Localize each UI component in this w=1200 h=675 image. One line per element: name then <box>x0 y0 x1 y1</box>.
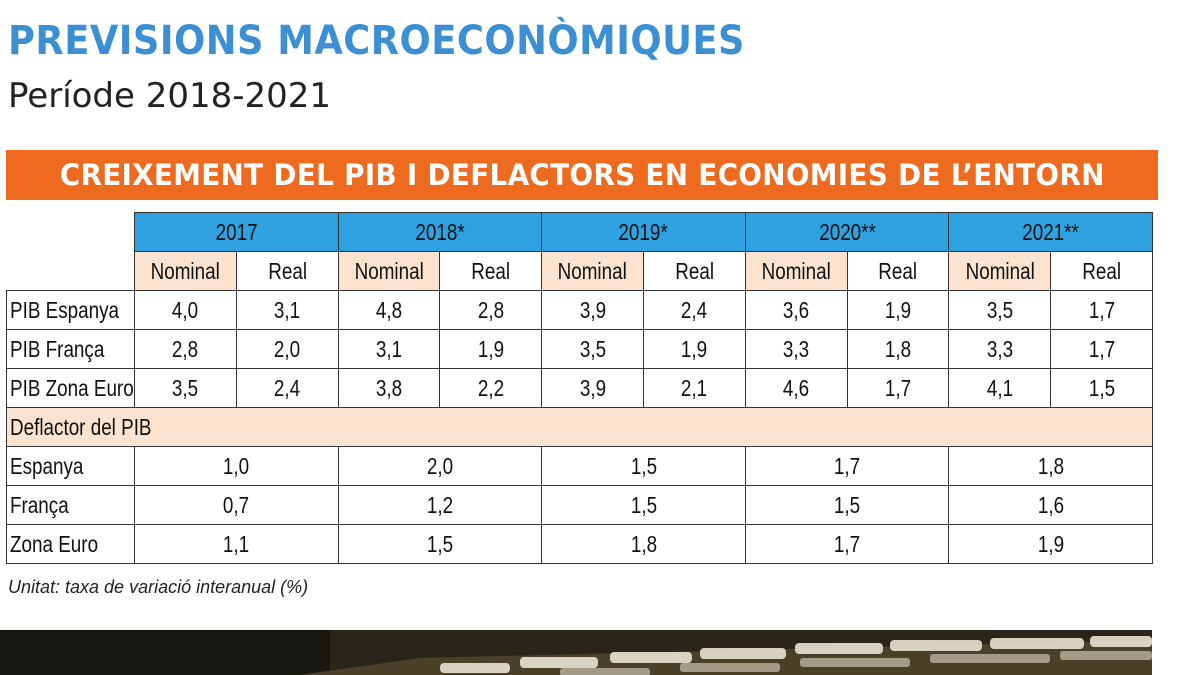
table-row: PIB Zona Euro 3,5 2,4 3,8 2,2 3,9 2,1 4,6 1,7 4,1… <box>6 368 1154 408</box>
deflator-section-label: Deflactor del PIB <box>5 407 1154 447</box>
table-row: Zona Euro 1,1 1,5 1,8 1,7 1,9 <box>6 524 1154 564</box>
table-row: PIB França 2,8 2,0 3,1 1,9 3,5 1,9 3,3 1,8 3,3 1,7 <box>6 329 1154 369</box>
real-header: Real <box>846 251 950 291</box>
value-cell: 3,6 <box>744 290 848 330</box>
photo-strip <box>0 630 1152 675</box>
value-cell: 3,9 <box>541 290 644 330</box>
value-cell: 2,4 <box>235 368 339 408</box>
real-header: Real <box>235 251 339 291</box>
value-cell: 2,2 <box>439 368 543 408</box>
real-header: Real <box>643 251 746 291</box>
nominal-header: Nominal <box>541 251 644 291</box>
nominal-header: Nominal <box>337 251 441 291</box>
value-cell: 3,5 <box>134 368 237 408</box>
row-label: Zona Euro <box>6 524 135 564</box>
row-label: PIB Espanya <box>6 290 135 330</box>
value-cell: 1,7 <box>744 446 950 486</box>
nominal-header: Nominal <box>948 251 1052 291</box>
value-cell: 3,3 <box>744 329 848 369</box>
value-cell: 4,6 <box>744 368 848 408</box>
table-row: França 0,7 1,2 1,5 1,5 1,6 <box>6 485 1154 525</box>
subheader-row: Nominal Real Nominal Real Nominal Real N… <box>7 251 1154 291</box>
year-header-row: 2017 2018* 2019* 2020** 2021** <box>6 212 1154 291</box>
value-cell: 3,8 <box>337 368 441 408</box>
value-cell: 1,9 <box>643 329 746 369</box>
bottles-image <box>0 630 1152 675</box>
page-title: PREVISIONS MACROECONÒMIQUES <box>8 18 745 64</box>
value-cell: 3,9 <box>541 368 644 408</box>
value-cell: 3,3 <box>948 329 1052 369</box>
forecast-table: 2017 2018* 2019* 2020** 2021** Nominal R… <box>5 212 1154 564</box>
year-header: 2017 <box>134 212 339 252</box>
value-cell: 2,1 <box>643 368 746 408</box>
value-cell: 2,4 <box>643 290 746 330</box>
row-label: França <box>6 485 135 525</box>
value-cell: 1,5 <box>337 524 543 564</box>
real-header: Real <box>1050 251 1154 291</box>
value-cell: 3,1 <box>235 290 339 330</box>
deflator-section-row: Deflactor del PIB <box>5 407 1154 447</box>
row-label: Espanya <box>6 446 135 486</box>
value-cell: 1,5 <box>744 485 950 525</box>
section-banner-label: CREIXEMENT DEL PIB I DEFLACTORS EN ECONO… <box>59 158 1105 192</box>
value-cell: 1,8 <box>948 446 1154 486</box>
value-cell: 1,8 <box>846 329 950 369</box>
value-cell: 3,5 <box>541 329 644 369</box>
value-cell: 1,7 <box>846 368 950 408</box>
year-header: 2018* <box>337 212 543 252</box>
year-header: 2020** <box>744 212 950 252</box>
value-cell: 2,0 <box>235 329 339 369</box>
value-cell: 4,0 <box>134 290 237 330</box>
value-cell: 3,5 <box>948 290 1052 330</box>
value-cell: 1,9 <box>439 329 543 369</box>
value-cell: 1,7 <box>744 524 950 564</box>
row-label: PIB Zona Euro <box>6 368 135 408</box>
value-cell: 1,5 <box>541 446 746 486</box>
value-cell: 3,1 <box>337 329 441 369</box>
value-cell: 1,9 <box>948 524 1154 564</box>
value-cell: 1,8 <box>541 524 746 564</box>
value-cell: 4,1 <box>948 368 1052 408</box>
table-row: PIB Espanya 4,0 3,1 4,8 2,8 3,9 2,4 3,6 1,9 3,5 1,… <box>6 290 1154 330</box>
value-cell: 1,5 <box>1050 368 1154 408</box>
year-header: 2019* <box>541 212 746 252</box>
table-corner <box>6 212 135 291</box>
table-body: PIB Espanya 4,0 3,1 4,8 2,8 3,9 2,4 3,6 1,9 3,5 1,… <box>5 290 1154 564</box>
real-header: Real <box>439 251 543 291</box>
table-row: Espanya 1,0 2,0 1,5 1,7 1,8 <box>6 446 1154 486</box>
section-banner: CREIXEMENT DEL PIB I DEFLACTORS EN ECONO… <box>6 150 1158 200</box>
value-cell: 1,7 <box>1050 329 1154 369</box>
value-cell: 1,7 <box>1050 290 1154 330</box>
value-cell: 4,8 <box>337 290 441 330</box>
value-cell: 2,8 <box>134 329 237 369</box>
row-label: PIB França <box>6 329 135 369</box>
nominal-header: Nominal <box>744 251 848 291</box>
page-subtitle: Període 2018-2021 <box>8 76 332 116</box>
unit-note: Unitat: taxa de variació interanual (%) <box>8 577 309 597</box>
value-cell: 1,9 <box>846 290 950 330</box>
value-cell: 1,1 <box>134 524 339 564</box>
year-header: 2021** <box>948 212 1154 252</box>
value-cell: 1,0 <box>134 446 339 486</box>
value-cell: 1,2 <box>337 485 543 525</box>
value-cell: 2,0 <box>337 446 543 486</box>
value-cell: 1,6 <box>948 485 1154 525</box>
value-cell: 1,5 <box>541 485 746 525</box>
value-cell: 2,8 <box>439 290 543 330</box>
nominal-header: Nominal <box>134 251 237 291</box>
value-cell: 0,7 <box>134 485 339 525</box>
